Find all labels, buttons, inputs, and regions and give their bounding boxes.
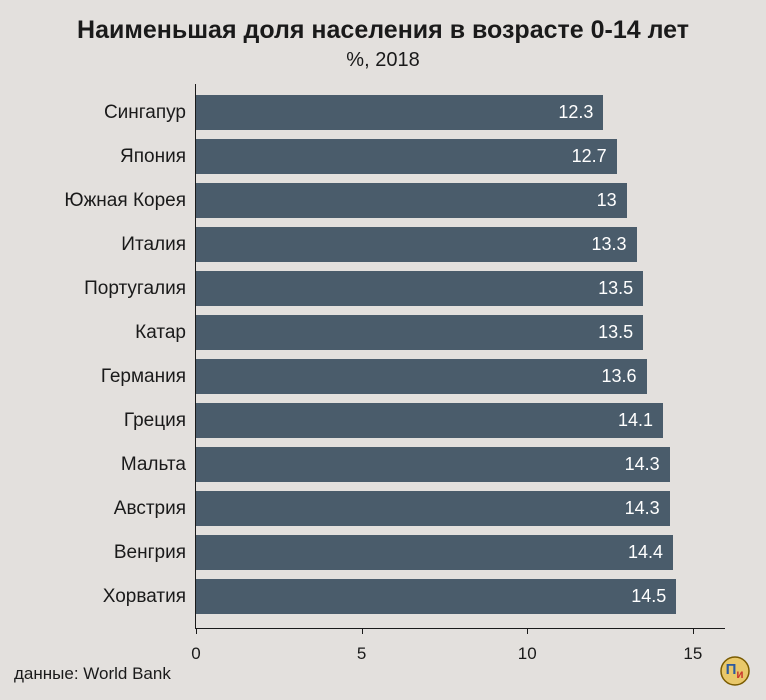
data-source-label: данные: World Bank [14,664,171,684]
bar-category-label: Венгрия [114,535,196,570]
x-tick-label: 0 [191,640,200,664]
bar-row: Южная Корея13 [196,183,725,218]
bar-category-label: Сингапур [104,95,196,130]
bar-row: Австрия14.3 [196,491,725,526]
x-tick-label: 5 [357,640,366,664]
bar-value-label: 13.6 [601,366,636,387]
x-tick [527,628,528,634]
bar-category-label: Хорватия [103,579,196,614]
bar-value-label: 14.4 [628,542,663,563]
bar-value-label: 13.5 [598,322,633,343]
x-tick-label: 15 [683,640,702,664]
x-tick [693,628,694,634]
bar: 13 [196,183,627,218]
bar: 13.5 [196,271,643,306]
bar-category-label: Португалия [84,271,196,306]
chart-subtitle: %, 2018 [0,45,766,72]
bar-category-label: Мальта [121,447,196,482]
bar-category-label: Австрия [114,491,196,526]
bar-value-label: 14.3 [625,454,660,475]
bar-row: Греция14.1 [196,403,725,438]
bar: 14.3 [196,491,670,526]
bar-category-label: Катар [135,315,196,350]
bar-value-label: 14.3 [625,498,660,519]
bar-value-label: 12.3 [558,102,593,123]
bar-category-label: Южная Корея [64,183,196,218]
bar: 14.3 [196,447,670,482]
bar: 14.5 [196,579,676,614]
bar-value-label: 14.1 [618,410,653,431]
bar-category-label: Япония [120,139,196,174]
chart-plot-area: Сингапур12.3 Япония12.7 Южная Корея13 Итали… [195,84,725,629]
x-tick [362,628,363,634]
bar-row: Италия13.3 [196,227,725,262]
bar: 13.6 [196,359,647,394]
bar-row: Португалия13.5 [196,271,725,306]
bar-row: Германия13.6 [196,359,725,394]
x-tick [196,628,197,634]
bar: 12.7 [196,139,617,174]
bar-row: Мальта14.3 [196,447,725,482]
bar-category-label: Италия [121,227,196,262]
bar-row: Венгрия14.4 [196,535,725,570]
bar-value-label: 13.3 [592,234,627,255]
bar-value-label: 14.5 [631,586,666,607]
bars-container: Сингапур12.3 Япония12.7 Южная Корея13 Итали… [196,84,725,628]
bar-row: Хорватия14.5 [196,579,725,614]
bar: 14.1 [196,403,663,438]
bar: 13.3 [196,227,637,262]
bar-value-label: 12.7 [572,146,607,167]
svg-text:и: и [736,667,743,681]
bar-row: Япония12.7 [196,139,725,174]
source-logo-icon: П и [720,656,750,686]
bar-row: Сингапур12.3 [196,95,725,130]
bar-category-label: Германия [101,359,196,394]
bar-category-label: Греция [124,403,196,438]
bar-row: Катар13.5 [196,315,725,350]
bar: 12.3 [196,95,603,130]
bar-value-label: 13.5 [598,278,633,299]
x-tick-label: 10 [518,640,537,664]
bar: 13.5 [196,315,643,350]
chart-title: Наименьшая доля населения в возрасте 0-1… [0,0,766,45]
bar-value-label: 13 [597,190,617,211]
svg-text:П: П [726,661,737,678]
bar: 14.4 [196,535,673,570]
